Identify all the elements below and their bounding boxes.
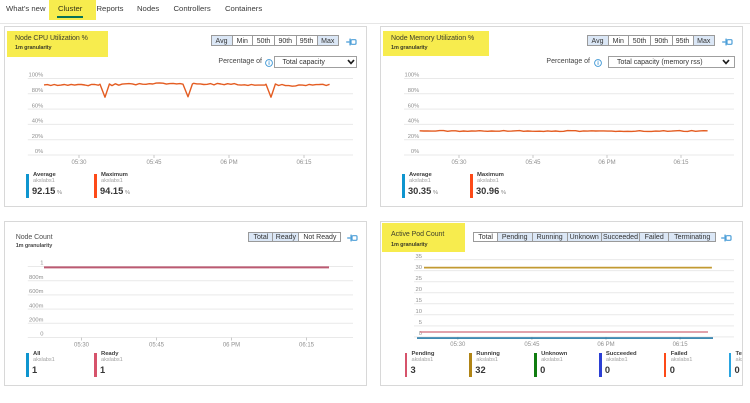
svg-text:80%: 80% bbox=[32, 88, 44, 94]
svg-text:06 PM: 06 PM bbox=[598, 160, 615, 166]
svg-text:05:45: 05:45 bbox=[525, 160, 541, 166]
svg-text:05:45: 05:45 bbox=[146, 160, 162, 166]
svg-text:0: 0 bbox=[40, 332, 43, 338]
svg-text:800m: 800m bbox=[29, 275, 44, 281]
svg-text:06 PM: 06 PM bbox=[223, 343, 240, 349]
svg-text:05:30: 05:30 bbox=[450, 342, 466, 348]
svg-text:60%: 60% bbox=[32, 103, 44, 109]
svg-text:06 PM: 06 PM bbox=[597, 342, 614, 348]
svg-text:25: 25 bbox=[416, 276, 422, 282]
svg-text:15: 15 bbox=[416, 298, 422, 304]
svg-text:06:15: 06:15 bbox=[299, 343, 315, 349]
svg-text:05:30: 05:30 bbox=[74, 343, 90, 349]
svg-text:30: 30 bbox=[416, 265, 422, 271]
svg-text:06:15: 06:15 bbox=[296, 160, 312, 166]
svg-text:5: 5 bbox=[419, 320, 422, 326]
svg-text:20%: 20% bbox=[408, 134, 420, 140]
svg-text:0%: 0% bbox=[35, 149, 43, 155]
svg-text:600m: 600m bbox=[29, 289, 44, 295]
svg-text:05:45: 05:45 bbox=[524, 342, 540, 348]
svg-text:20: 20 bbox=[416, 287, 422, 293]
svg-text:80%: 80% bbox=[408, 88, 420, 94]
svg-text:40%: 40% bbox=[408, 119, 420, 125]
svg-text:100%: 100% bbox=[404, 73, 419, 79]
svg-text:0: 0 bbox=[419, 331, 422, 337]
svg-text:05:45: 05:45 bbox=[149, 343, 165, 349]
svg-text:35: 35 bbox=[416, 254, 422, 260]
svg-text:05:30: 05:30 bbox=[71, 160, 87, 166]
svg-text:20%: 20% bbox=[32, 134, 44, 140]
svg-text:05:30: 05:30 bbox=[451, 160, 467, 166]
svg-text:0%: 0% bbox=[411, 149, 419, 155]
svg-text:06:15: 06:15 bbox=[673, 160, 689, 166]
svg-text:1: 1 bbox=[40, 261, 43, 267]
svg-text:400m: 400m bbox=[29, 303, 44, 309]
svg-text:06 PM: 06 PM bbox=[220, 160, 237, 166]
svg-text:200m: 200m bbox=[29, 318, 44, 324]
svg-text:40%: 40% bbox=[32, 119, 44, 125]
svg-text:06:15: 06:15 bbox=[673, 342, 689, 348]
svg-text:10: 10 bbox=[416, 309, 422, 315]
svg-text:100%: 100% bbox=[28, 73, 43, 79]
svg-text:60%: 60% bbox=[408, 103, 420, 109]
